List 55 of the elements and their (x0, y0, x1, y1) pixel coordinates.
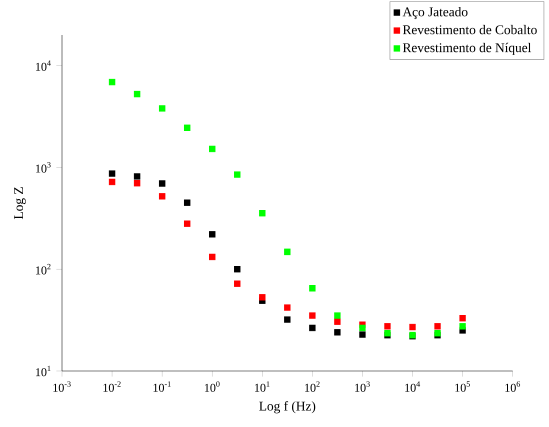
point (108, 178, 116, 186)
x-tick-label: 10$^{4}$ (405, 381, 420, 392)
point (284, 304, 291, 311)
point (334, 318, 341, 325)
x-tick-label: 10$^{3}$ (355, 381, 370, 392)
point (459, 315, 466, 322)
point (309, 285, 316, 292)
point (134, 180, 140, 186)
point (158, 105, 166, 112)
point (359, 324, 366, 332)
point (259, 210, 266, 216)
x-tick-label: 10$^{-1}$ (154, 381, 171, 392)
y-tick-label: 10$^{3}$ (36, 162, 51, 173)
point (284, 248, 291, 256)
point (334, 329, 341, 336)
point (334, 312, 341, 319)
x-tick-label: 10$^{6}$ (505, 381, 520, 392)
y-axis-title: Log Z (14, 187, 26, 220)
point (309, 324, 316, 332)
point (209, 146, 216, 152)
point (409, 324, 416, 330)
y-tick-label: 10$^{2}$ (36, 264, 50, 274)
x-tick-label: 10$^{-2}$ (103, 381, 121, 392)
point (309, 312, 316, 319)
point (134, 90, 140, 98)
point (384, 323, 391, 330)
point (184, 124, 190, 132)
point (184, 220, 190, 227)
point (284, 316, 291, 323)
point (234, 280, 240, 287)
point (434, 323, 441, 330)
legend-label: Aço Jateado (402, 6, 468, 20)
x-tick-label: 10$^{-3}$ (53, 381, 71, 392)
point (234, 171, 240, 178)
x-tick-label: 10$^{0}$ (204, 381, 220, 392)
point (158, 180, 166, 187)
point (259, 294, 266, 300)
point (209, 231, 216, 238)
legend-label: Revestimento de Cobalto (402, 24, 537, 34)
x-tick-label: 10$^{5}$ (455, 381, 470, 392)
y-tick-label: 10$^{1}$ (36, 366, 50, 376)
point (108, 78, 116, 86)
point (459, 323, 466, 330)
point (184, 200, 190, 206)
point (359, 331, 366, 338)
point (134, 173, 140, 180)
point (158, 193, 166, 200)
point (108, 170, 116, 177)
y-tick-label: 10$^{4}$ (36, 60, 51, 71)
point (234, 266, 240, 272)
legend-label: Revestimento de Níquel (402, 42, 532, 55)
point (209, 254, 216, 260)
x-axis-title: Log f (Hz) (259, 401, 316, 414)
x-tick-label: 10$^{2}$ (305, 381, 320, 392)
x-tick-label: 10$^{1}$ (255, 381, 270, 392)
